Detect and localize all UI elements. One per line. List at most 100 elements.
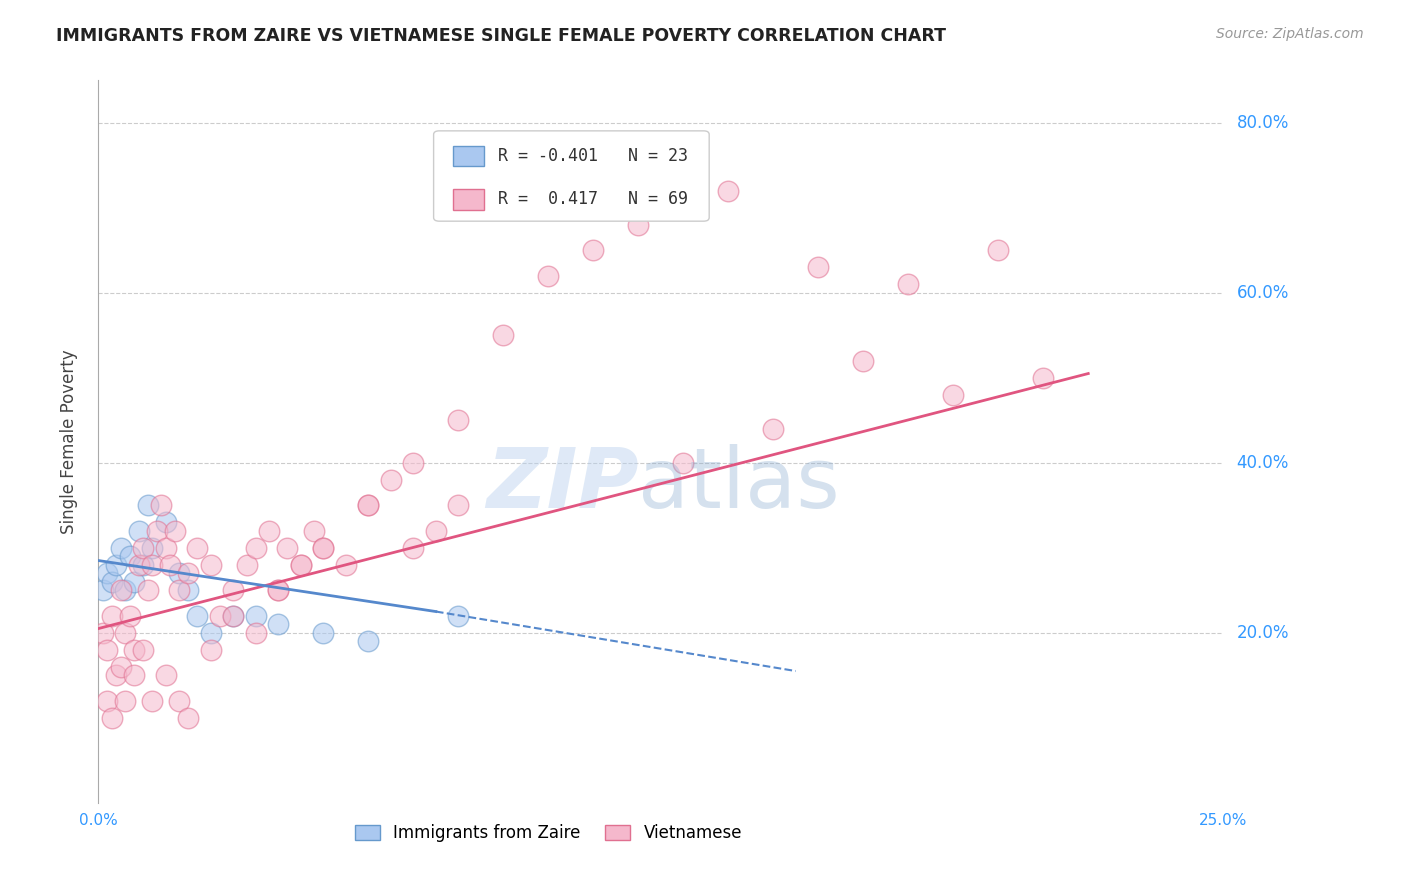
Point xyxy=(124,574,146,589)
Point xyxy=(200,642,222,657)
Point xyxy=(110,660,132,674)
Point xyxy=(222,608,245,623)
Point xyxy=(110,541,132,555)
Point xyxy=(402,541,425,555)
Point xyxy=(492,328,515,343)
FancyBboxPatch shape xyxy=(453,189,484,210)
Text: IMMIGRANTS FROM ZAIRE VS VIETNAMESE SINGLE FEMALE POVERTY CORRELATION CHART: IMMIGRANTS FROM ZAIRE VS VIETNAMESE SING… xyxy=(56,27,946,45)
Point xyxy=(91,583,114,598)
Point xyxy=(762,422,785,436)
Point xyxy=(186,541,208,555)
Point xyxy=(245,541,267,555)
Text: 60.0%: 60.0% xyxy=(1237,284,1289,301)
Point xyxy=(425,524,447,538)
Point xyxy=(118,608,141,623)
Point xyxy=(91,625,114,640)
Point xyxy=(132,642,155,657)
Point xyxy=(312,541,335,555)
FancyBboxPatch shape xyxy=(433,131,709,221)
Point xyxy=(96,694,118,708)
Point xyxy=(141,541,163,555)
Point xyxy=(290,558,312,572)
Point xyxy=(163,524,186,538)
Point xyxy=(169,694,191,708)
Y-axis label: Single Female Poverty: Single Female Poverty xyxy=(59,350,77,533)
Point xyxy=(245,608,267,623)
Point xyxy=(357,498,380,512)
Legend: Immigrants from Zaire, Vietnamese: Immigrants from Zaire, Vietnamese xyxy=(347,817,749,848)
Point xyxy=(897,277,920,292)
Point xyxy=(222,608,245,623)
Point xyxy=(447,498,470,512)
Point xyxy=(852,353,875,368)
Point xyxy=(118,549,141,564)
Point xyxy=(114,583,136,598)
Point xyxy=(942,388,965,402)
Text: R = -0.401   N = 23: R = -0.401 N = 23 xyxy=(498,147,688,165)
Point xyxy=(141,558,163,572)
Point xyxy=(132,541,155,555)
Point xyxy=(717,184,740,198)
Point xyxy=(312,625,335,640)
Point xyxy=(402,456,425,470)
Point xyxy=(155,516,177,530)
Point xyxy=(267,617,290,632)
Point xyxy=(627,218,650,232)
Point xyxy=(582,244,605,258)
Text: ZIP: ZIP xyxy=(485,444,638,525)
Point xyxy=(150,498,173,512)
Text: 20.0%: 20.0% xyxy=(1237,624,1289,642)
Point xyxy=(222,583,245,598)
Point xyxy=(807,260,830,275)
Point xyxy=(101,608,124,623)
Point xyxy=(245,625,267,640)
Point xyxy=(276,541,298,555)
Point xyxy=(259,524,281,538)
Point xyxy=(357,634,380,648)
Point xyxy=(128,558,150,572)
Point xyxy=(169,566,191,581)
Point xyxy=(177,711,200,725)
Point xyxy=(186,608,208,623)
Point xyxy=(136,498,159,512)
Point xyxy=(537,268,560,283)
Point xyxy=(105,668,128,682)
Point xyxy=(267,583,290,598)
Point xyxy=(128,524,150,538)
Point xyxy=(114,625,136,640)
Point xyxy=(304,524,326,538)
Point xyxy=(447,413,470,427)
Point xyxy=(447,608,470,623)
Point xyxy=(146,524,169,538)
Point xyxy=(105,558,128,572)
Point xyxy=(114,694,136,708)
Point xyxy=(312,541,335,555)
Point xyxy=(200,625,222,640)
Point xyxy=(110,583,132,598)
Text: 80.0%: 80.0% xyxy=(1237,114,1289,132)
Point xyxy=(177,583,200,598)
Text: 40.0%: 40.0% xyxy=(1237,454,1289,472)
Point xyxy=(155,541,177,555)
Point xyxy=(96,566,118,581)
Point xyxy=(124,642,146,657)
Point xyxy=(159,558,181,572)
Point xyxy=(987,244,1010,258)
Text: Source: ZipAtlas.com: Source: ZipAtlas.com xyxy=(1216,27,1364,41)
Point xyxy=(177,566,200,581)
Point xyxy=(96,642,118,657)
FancyBboxPatch shape xyxy=(453,146,484,166)
Point xyxy=(335,558,357,572)
Text: R =  0.417   N = 69: R = 0.417 N = 69 xyxy=(498,191,688,209)
Point xyxy=(267,583,290,598)
Point xyxy=(380,473,402,487)
Point xyxy=(236,558,259,572)
Point xyxy=(672,456,695,470)
Point xyxy=(136,583,159,598)
Point xyxy=(1032,371,1054,385)
Point xyxy=(200,558,222,572)
Point xyxy=(124,668,146,682)
Point xyxy=(101,574,124,589)
Point xyxy=(141,694,163,708)
Point xyxy=(101,711,124,725)
